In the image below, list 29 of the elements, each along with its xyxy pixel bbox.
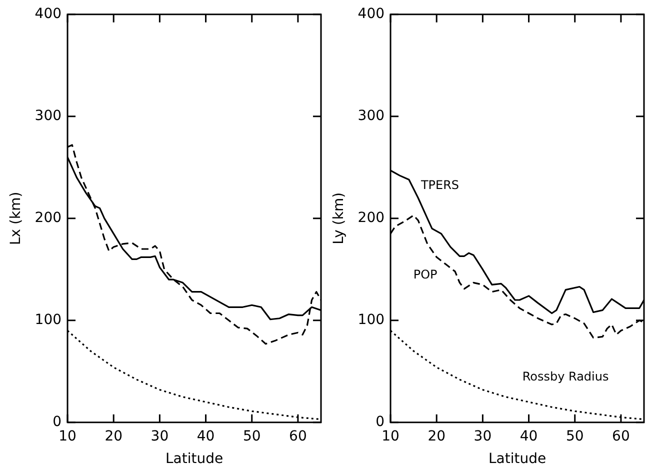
y-tick-label: 200 [358,210,385,226]
y-tick-label: 400 [358,6,385,22]
x-tick-label: 60 [612,428,630,444]
y-tick-label: 300 [358,108,385,124]
y-axis-title: Lx (km) [8,192,24,246]
y-tick-label: 300 [34,108,62,124]
x-tick-label: 50 [242,428,261,444]
x-tick-label: 40 [520,428,538,444]
y-tick-label: 200 [34,210,62,226]
y-axis-title: Ly (km) [331,192,348,244]
x-tick-label: 30 [474,428,492,444]
y-tick-label: 0 [376,414,385,430]
x-tick-label: 10 [58,428,76,444]
x-axis-title: Latitude [488,451,546,468]
y-tick-label: 400 [34,6,62,22]
annotation: POP [413,268,438,282]
x-tick-label: 40 [196,428,215,444]
x-tick-label: 20 [428,428,446,444]
x-tick-label: 50 [566,428,584,444]
y-tick-label: 0 [52,414,62,430]
x-tick-label: 60 [289,428,307,444]
y-tick-label: 100 [34,312,62,328]
x-tick-label: 10 [382,428,400,444]
x-tick-label: 30 [150,428,169,444]
x-tick-label: 20 [104,428,123,444]
annotation: TPERS [420,178,460,192]
y-tick-label: 100 [358,312,385,328]
x-axis-title: Latitude [165,451,224,468]
annotation: Rossby Radius [522,370,609,384]
